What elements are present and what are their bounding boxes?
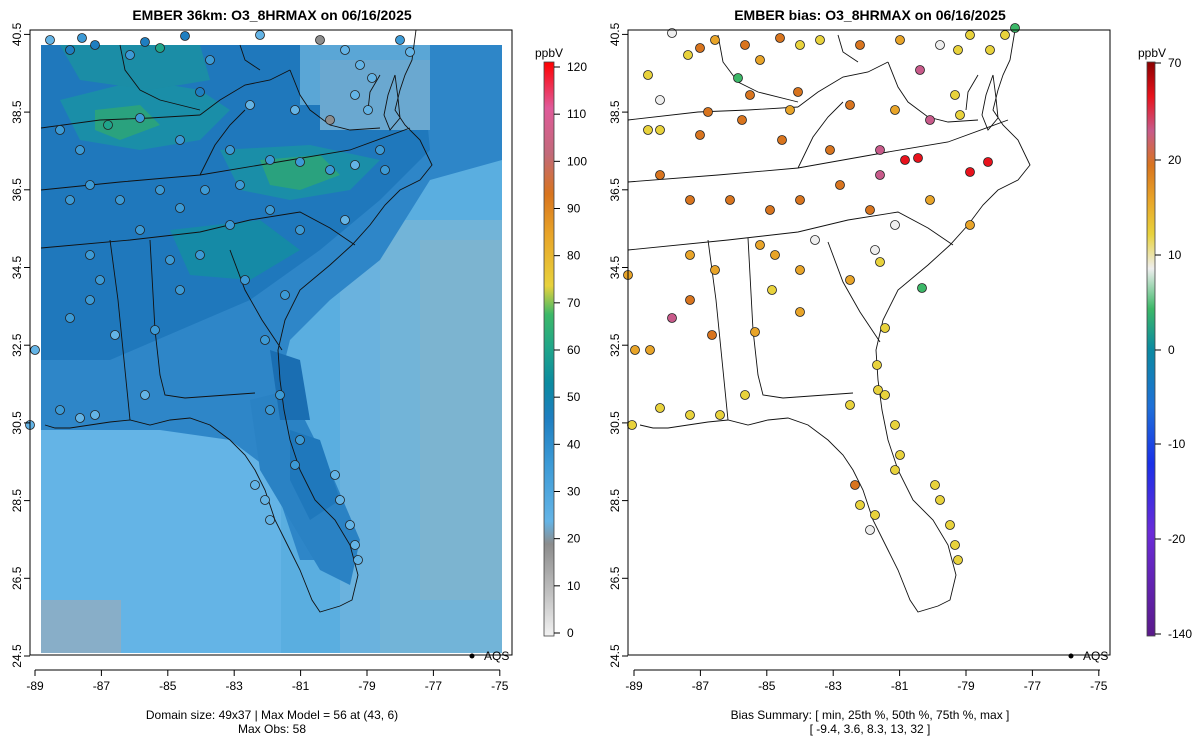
left-station-dots bbox=[25, 30, 415, 565]
left-colorbar-tick-label: 50 bbox=[567, 390, 581, 404]
right-y-tick-label: 28.5 bbox=[608, 489, 622, 513]
left-colorbar-tick-label: 100 bbox=[567, 154, 587, 168]
left-colorbar-tick-label: 0 bbox=[567, 626, 574, 640]
right-x-tick-label: -89 bbox=[625, 679, 643, 693]
right-x-ticks: -89 -87 -85 -83 -81 -79 -77 -75 bbox=[625, 669, 1108, 693]
right-legend-label: AQS bbox=[1083, 649, 1108, 663]
left-y-tick-label: 26.5 bbox=[10, 566, 24, 590]
left-x-tick-label: -89 bbox=[26, 679, 44, 693]
right-colorbar-tick-label: 10 bbox=[1168, 248, 1182, 262]
right-colorbar-ticks: 70 20 10 0 -10 -20 -140 bbox=[1155, 56, 1192, 641]
left-legend-label: AQS bbox=[484, 649, 509, 663]
left-colorbar-tick-label: 40 bbox=[567, 437, 581, 451]
right-y-tick-label: 38.5 bbox=[608, 100, 622, 124]
left-colorbar-gradient bbox=[543, 61, 555, 637]
left-x-tick-label: -83 bbox=[226, 679, 244, 693]
left-x-tick-label: -75 bbox=[491, 679, 509, 693]
left-colorbar-tick-label: 110 bbox=[567, 107, 586, 121]
right-colorbar: ppbV bbox=[1138, 46, 1166, 637]
left-map-title: EMBER 36km: O3_8HRMAX on 06/16/2025 bbox=[132, 7, 412, 23]
left-y-tick-label: 30.5 bbox=[10, 411, 24, 435]
right-y-tick-label: 26.5 bbox=[608, 566, 622, 590]
left-x-ticks: -89 -87 -85 -83 -81 -79 -77 -75 bbox=[26, 669, 509, 693]
right-colorbar-tick-label: 70 bbox=[1168, 56, 1182, 70]
left-colorbar-tick-label: 70 bbox=[567, 296, 581, 310]
left-x-tick-label: -81 bbox=[292, 679, 310, 693]
right-plot-frame bbox=[627, 29, 1111, 656]
right-y-ticks: 24.5 26.5 28.5 30.5 32.5 34.5 36.5 38.5 40.5 bbox=[608, 22, 629, 668]
left-colorbar-ticks: 0 10 20 30 40 50 60 70 80 90 100 110 120 bbox=[554, 60, 587, 640]
right-y-tick-label: 32.5 bbox=[608, 333, 622, 357]
right-colorbar-tick-label: -140 bbox=[1168, 627, 1192, 641]
right-colorbar-tick-label: 20 bbox=[1168, 153, 1182, 167]
left-x-tick-label: -79 bbox=[358, 679, 376, 693]
left-y-tick-label: 34.5 bbox=[10, 255, 24, 279]
right-footer-line2: [ -9.4, 3.6, 8.3, 13, 32 ] bbox=[810, 722, 931, 736]
right-colorbar-tick-label: 0 bbox=[1168, 343, 1175, 357]
right-legend: AQS bbox=[1068, 649, 1108, 663]
right-colorbar-unit: ppbV bbox=[1138, 46, 1166, 60]
left-y-tick-label: 38.5 bbox=[10, 100, 24, 124]
right-colorbar-gradient bbox=[1146, 61, 1156, 637]
right-map-title: EMBER bias: O3_8HRMAX on 06/16/2025 bbox=[734, 7, 1006, 23]
left-colorbar-tick-label: 20 bbox=[567, 532, 581, 546]
right-y-tick-label: 24.5 bbox=[608, 644, 622, 668]
right-y-tick-label: 34.5 bbox=[608, 255, 622, 279]
right-station-dots bbox=[623, 23, 1020, 565]
left-colorbar-tick-label: 90 bbox=[567, 202, 581, 216]
left-y-ticks: 24.5 26.5 28.5 30.5 32.5 34.5 36.5 38.5 40.5 bbox=[10, 22, 31, 668]
left-colorbar-tick-label: 80 bbox=[567, 249, 581, 263]
left-map-boundaries bbox=[40, 29, 433, 613]
right-x-tick-label: -77 bbox=[1024, 679, 1042, 693]
left-y-tick-label: 36.5 bbox=[10, 178, 24, 202]
right-footer-line1: Bias Summary: [ min, 25th %, 50th %, 75t… bbox=[731, 708, 1010, 722]
right-x-tick-label: -79 bbox=[957, 679, 975, 693]
left-x-tick-label: -85 bbox=[159, 679, 177, 693]
left-x-tick-label: -87 bbox=[93, 679, 111, 693]
left-footer-line2: Max Obs: 58 bbox=[238, 722, 306, 736]
right-x-tick-label: -83 bbox=[825, 679, 843, 693]
left-colorbar-tick-label: 10 bbox=[567, 579, 581, 593]
right-x-tick-label: -75 bbox=[1090, 679, 1108, 693]
left-x-tick-label: -77 bbox=[425, 679, 443, 693]
right-x-tick-label: -81 bbox=[891, 679, 909, 693]
left-footer-line1: Domain size: 49x37 | Max Model = 56 at (… bbox=[146, 708, 398, 722]
left-y-tick-label: 32.5 bbox=[10, 333, 24, 357]
right-y-tick-label: 30.5 bbox=[608, 411, 622, 435]
left-legend: AQS bbox=[469, 649, 509, 663]
right-y-tick-label: 40.5 bbox=[608, 22, 622, 46]
left-colorbar: ppbV bbox=[535, 46, 563, 637]
right-x-tick-label: -85 bbox=[758, 679, 776, 693]
right-x-tick-label: -87 bbox=[692, 679, 710, 693]
left-colorbar-tick-label: 30 bbox=[567, 485, 581, 499]
legend-dot-icon bbox=[469, 653, 475, 659]
left-y-tick-label: 40.5 bbox=[10, 22, 24, 46]
left-colorbar-tick-label: 120 bbox=[567, 60, 587, 74]
left-y-tick-label: 28.5 bbox=[10, 489, 24, 513]
left-colorbar-unit: ppbV bbox=[535, 46, 563, 60]
left-model-field bbox=[41, 45, 502, 653]
right-colorbar-tick-label: -10 bbox=[1168, 437, 1186, 451]
left-colorbar-tick-label: 60 bbox=[567, 343, 581, 357]
left-y-tick-label: 24.5 bbox=[10, 644, 24, 668]
right-y-tick-label: 36.5 bbox=[608, 178, 622, 202]
right-map-boundaries bbox=[627, 29, 1031, 613]
right-colorbar-tick-label: -20 bbox=[1168, 532, 1186, 546]
legend-dot-icon bbox=[1068, 653, 1074, 659]
